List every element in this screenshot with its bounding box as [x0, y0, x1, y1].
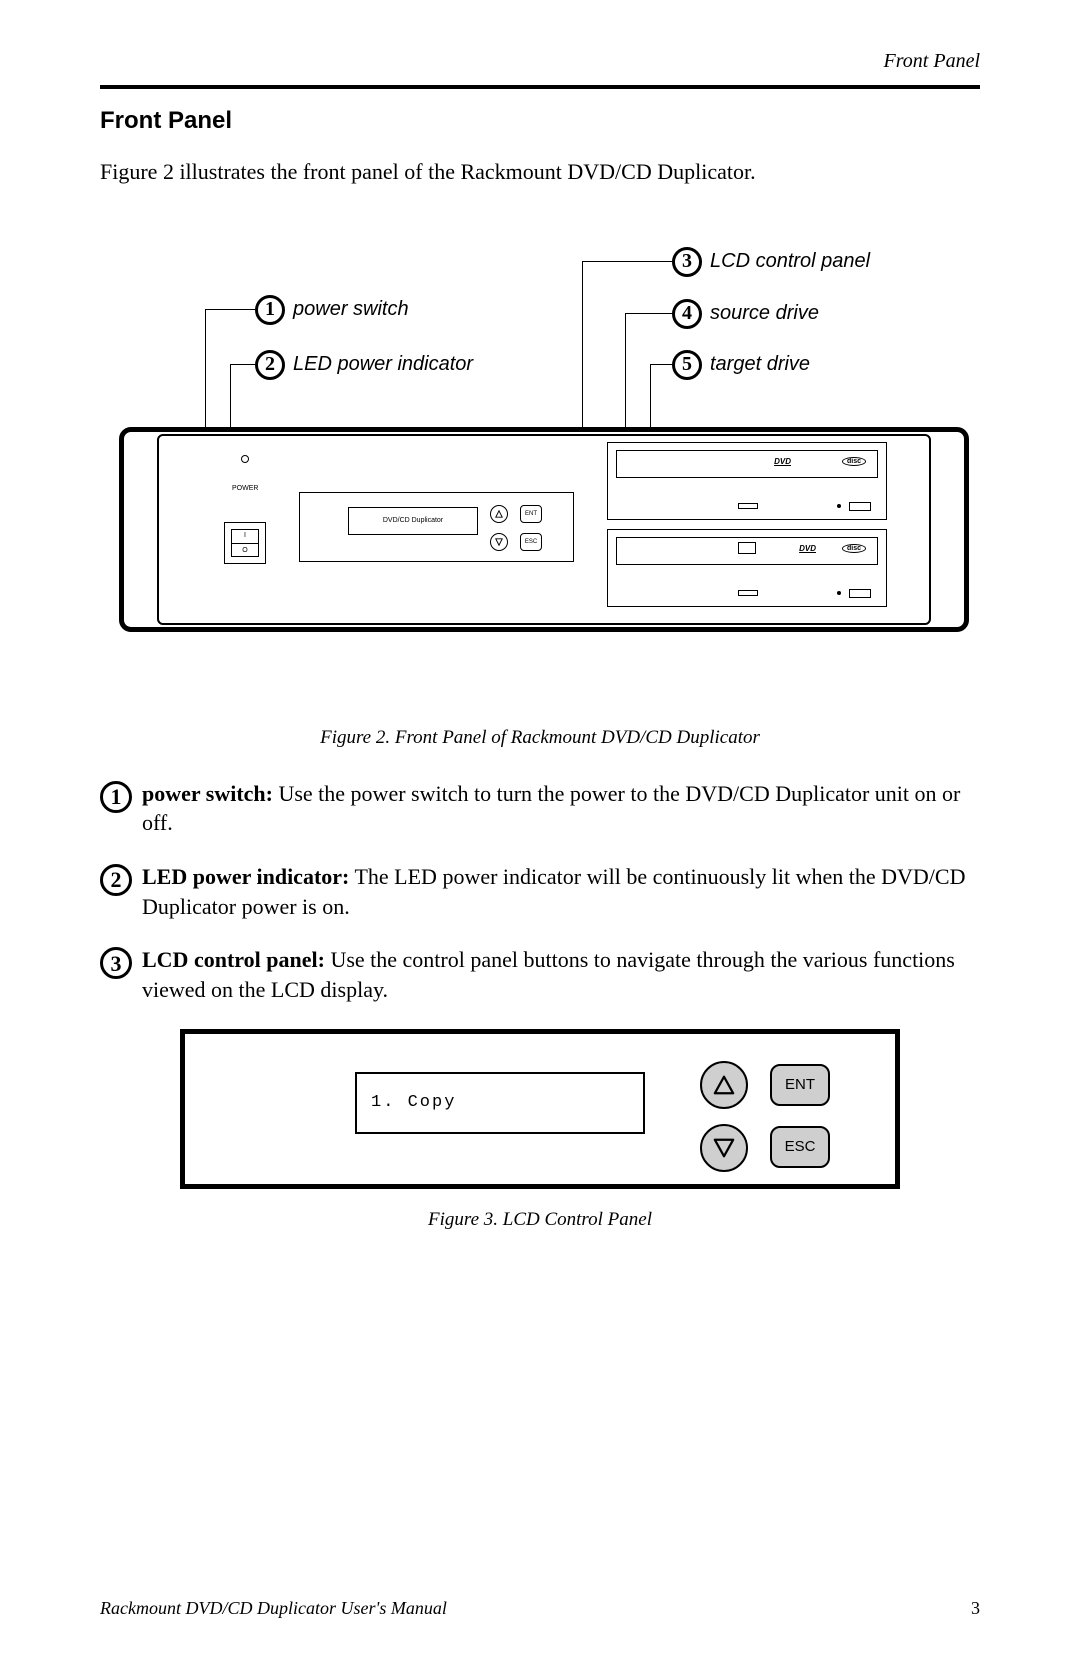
- callout-1: 1 power switch: [255, 295, 409, 325]
- figure-2-caption: Figure 2. Front Panel of Rackmount DVD/C…: [100, 727, 980, 749]
- callout-2-label: LED power indicator: [293, 353, 473, 376]
- description-item-3: 3 LCD control panel: Use the control pan…: [100, 945, 980, 1004]
- callout-2-number: 2: [255, 350, 285, 380]
- callout-4-number: 4: [672, 299, 702, 329]
- drive-logo-disc: disc: [842, 457, 866, 466]
- power-label: POWER: [232, 485, 258, 492]
- power-switch-on-label: I: [225, 532, 265, 539]
- device-chassis: POWER I O DVD/CD Duplicator ENT ESC DVD: [119, 427, 969, 632]
- drive-activity-led: [837, 504, 841, 508]
- drive-slot: [738, 590, 758, 596]
- callout-4-label: source drive: [710, 302, 819, 325]
- ent-button: ENT: [770, 1064, 830, 1106]
- up-button: [700, 1061, 748, 1109]
- leader-line: [205, 309, 255, 310]
- leader-line: [230, 364, 255, 365]
- description-3-number: 3: [100, 947, 132, 979]
- callout-5-label: target drive: [710, 353, 810, 376]
- callout-5: 5 target drive: [672, 350, 810, 380]
- callout-2: 2 LED power indicator: [255, 350, 473, 380]
- figure-3-caption: Figure 3. LCD Control Panel: [100, 1209, 980, 1231]
- ent-button-mini: ENT: [520, 505, 542, 523]
- leader-line: [582, 261, 672, 262]
- drive-logo-dvd: DVD: [799, 544, 816, 553]
- header-section-label: Front Panel: [100, 50, 980, 73]
- description-3-bold: LCD control panel:: [142, 947, 325, 972]
- description-2-number: 2: [100, 864, 132, 896]
- page-footer: Rackmount DVD/CD Duplicator User's Manua…: [100, 1598, 980, 1619]
- description-2-bold: LED power indicator:: [142, 864, 349, 889]
- callout-3-label: LCD control panel: [710, 250, 870, 273]
- description-1-bold: power switch:: [142, 781, 273, 806]
- drive-logo-disc: disc: [842, 544, 866, 553]
- lcd-mini-display: DVD/CD Duplicator: [348, 507, 478, 535]
- triangle-down-icon: [713, 1137, 735, 1159]
- drive-activity-led: [837, 591, 841, 595]
- section-title: Front Panel: [100, 107, 980, 135]
- callout-1-label: power switch: [293, 298, 409, 321]
- drive-eject-button: [849, 589, 871, 598]
- power-switch-off-label: O: [225, 547, 265, 554]
- intro-paragraph: Figure 2 illustrates the front panel of …: [100, 157, 980, 187]
- callout-3-number: 3: [672, 247, 702, 277]
- down-button-mini: [490, 533, 508, 551]
- lcd-display: 1. Copy: [355, 1072, 645, 1134]
- description-1-number: 1: [100, 781, 132, 813]
- header-rule: [100, 85, 980, 89]
- callout-3: 3 LCD control panel: [672, 247, 870, 277]
- up-button-mini: [490, 505, 508, 523]
- drive-logo-dvd: DVD: [774, 457, 791, 466]
- drive-eject-button: [849, 502, 871, 511]
- drive-slot: [738, 503, 758, 509]
- led-power-indicator: [241, 455, 249, 463]
- footer-page-number: 3: [971, 1598, 980, 1619]
- drive-tray: [616, 450, 878, 478]
- callout-1-number: 1: [255, 295, 285, 325]
- drive-badge-icon: [738, 542, 756, 554]
- footer-manual-title: Rackmount DVD/CD Duplicator User's Manua…: [100, 1598, 447, 1619]
- esc-button: ESC: [770, 1126, 830, 1168]
- description-item-1: 1 power switch: Use the power switch to …: [100, 779, 980, 838]
- target-drive: DVD disc: [607, 529, 887, 607]
- down-button: [700, 1124, 748, 1172]
- triangle-up-icon: [713, 1074, 735, 1096]
- callout-4: 4 source drive: [672, 299, 819, 329]
- leader-line: [625, 313, 672, 314]
- source-drive: DVD disc: [607, 442, 887, 520]
- power-switch: I O: [224, 522, 266, 564]
- callout-5-number: 5: [672, 350, 702, 380]
- figure-2-diagram: 1 power switch 2 LED power indicator 3 L…: [100, 217, 980, 687]
- esc-button-mini: ESC: [520, 533, 542, 551]
- leader-line: [650, 364, 672, 365]
- figure-3-lcd-panel: 1. Copy ENT ESC: [180, 1029, 900, 1189]
- lcd-control-panel-mini: DVD/CD Duplicator ENT ESC: [299, 492, 574, 562]
- description-item-2: 2 LED power indicator: The LED power ind…: [100, 862, 980, 921]
